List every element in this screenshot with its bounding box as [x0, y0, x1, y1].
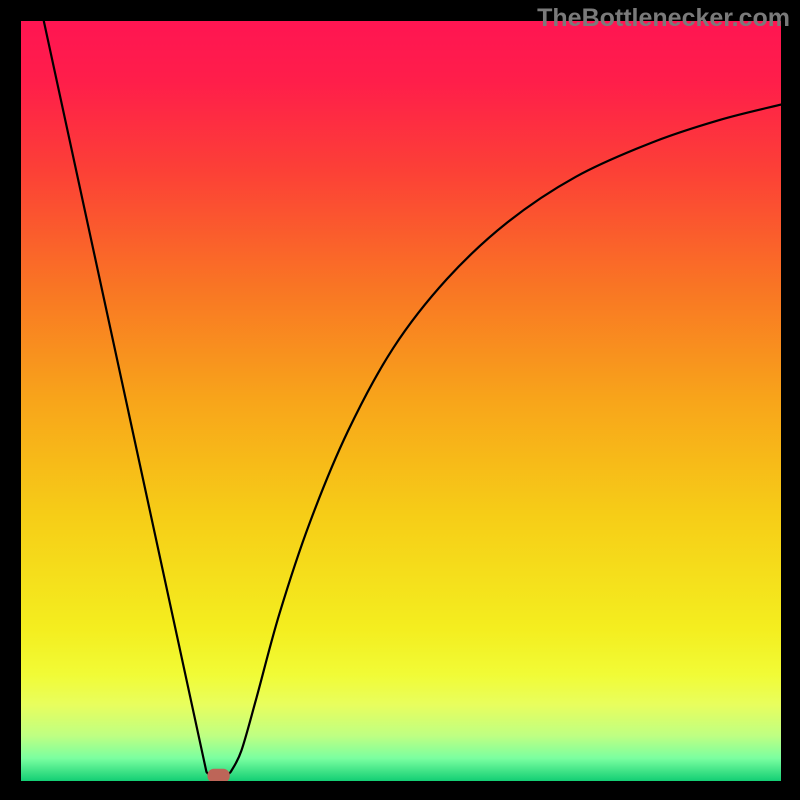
chart-background — [21, 21, 781, 781]
bottleneck-chart — [21, 21, 781, 781]
watermark-text: TheBottlenecker.com — [537, 4, 790, 33]
optimal-point-marker — [208, 769, 229, 781]
